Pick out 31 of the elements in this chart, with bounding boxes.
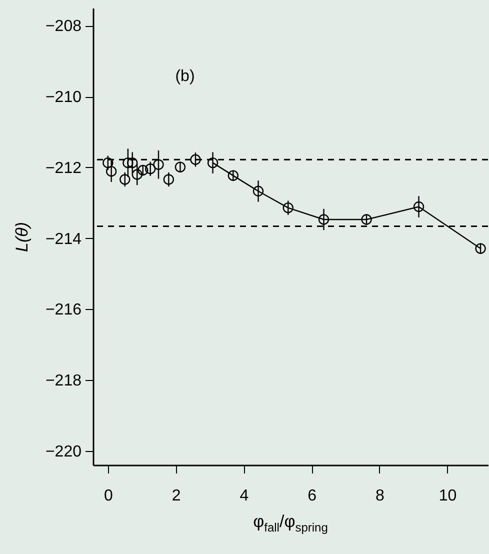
x-axis-title: φ$_{fall}$/φ$_{spring}$ [252, 512, 329, 534]
x-tick-label: 4 [240, 488, 249, 504]
point [282, 202, 294, 214]
point [318, 214, 330, 225]
x-tick-label: 10 [438, 488, 457, 504]
point [475, 243, 486, 254]
point [207, 157, 218, 168]
y-axis-title: L(θ) [12, 222, 32, 252]
point [122, 157, 134, 168]
point [228, 170, 238, 181]
annotation: (b) [175, 68, 195, 85]
x-tick-label: 6 [308, 488, 317, 504]
point [106, 166, 117, 177]
point [163, 174, 174, 185]
y-tick-label: −220 [45, 443, 82, 460]
x-tick-label: 8 [375, 488, 384, 504]
x-tick-label: 0 [104, 488, 113, 504]
point [413, 201, 424, 212]
point [174, 162, 186, 172]
y-tick-label: −210 [45, 89, 82, 106]
point [145, 164, 156, 174]
y-tick-label: −212 [45, 160, 82, 177]
point [252, 186, 264, 196]
y-tick-label: −216 [45, 302, 82, 319]
point [190, 154, 201, 165]
y-tick-label: −214 [45, 230, 82, 248]
y-tick-label: −208 [45, 18, 82, 36]
y-tick-label: −218 [45, 372, 82, 390]
point [361, 214, 372, 225]
x-tick-label: 2 [172, 488, 181, 504]
point [153, 159, 164, 170]
